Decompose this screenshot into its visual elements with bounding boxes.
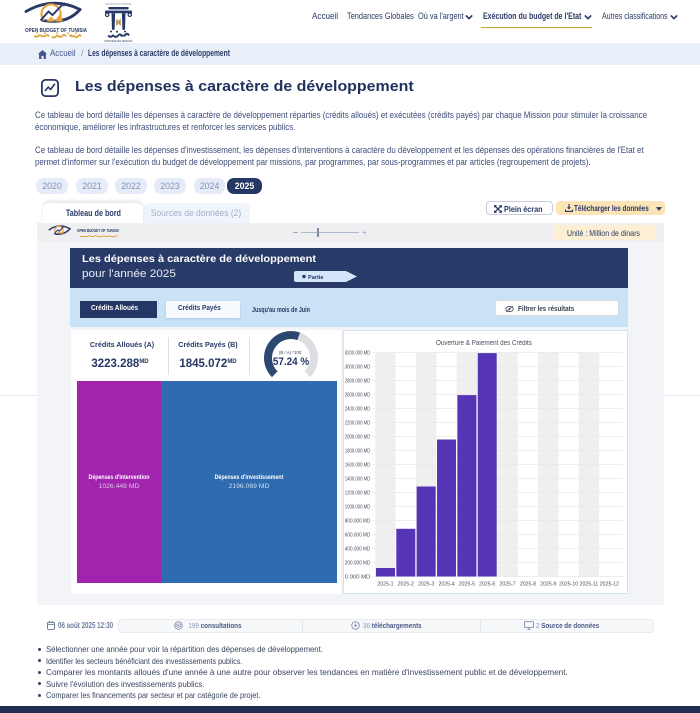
- svg-text:2600.000 MD: 2600.000 MD: [345, 393, 371, 399]
- svg-text:2025-12: 2025-12: [600, 582, 619, 588]
- svg-text:2025-4: 2025-4: [438, 582, 454, 588]
- svg-text:1400.000 MD: 1400.000 MD: [345, 477, 371, 483]
- svg-text:1000.000 MD: 1000.000 MD: [345, 505, 371, 511]
- svg-text:3000.000 MD: 3000.000 MD: [345, 365, 371, 371]
- svg-text:MINISTERE DES FINANCES: MINISTERE DES FINANCES: [105, 40, 133, 43]
- svg-text:200.000 MD: 200.000 MD: [345, 561, 371, 567]
- svg-text:600.000 MD: 600.000 MD: [345, 533, 371, 539]
- svg-text:OPEN BUDGET OF TUNISIA: OPEN BUDGET OF TUNISIA: [77, 227, 119, 233]
- svg-text:3200.000 MD: 3200.000 MD: [345, 351, 371, 357]
- svg-text:2025-2: 2025-2: [398, 582, 414, 588]
- svg-text:2025-5: 2025-5: [459, 582, 475, 588]
- svg-text:1200.000 MD: 1200.000 MD: [345, 491, 371, 497]
- svg-text:2025-6: 2025-6: [479, 582, 495, 588]
- svg-text:1800.000 MD: 1800.000 MD: [345, 449, 371, 455]
- svg-text:2800.000 MD: 2800.000 MD: [345, 379, 371, 385]
- svg-text:2000.000 MD: 2000.000 MD: [345, 435, 371, 441]
- svg-text:Partie: Partie: [308, 275, 324, 281]
- svg-text:OPEN BUDGET OF TUNISIA: OPEN BUDGET OF TUNISIA: [25, 28, 88, 34]
- svg-text:2400.000 MD: 2400.000 MD: [345, 407, 371, 413]
- svg-text:800.000 MD: 800.000 MD: [345, 519, 371, 525]
- svg-text:1600.000 MD: 1600.000 MD: [345, 463, 371, 469]
- svg-text:2025-10: 2025-10: [559, 582, 578, 588]
- svg-text:REPUBLIQUE TUNISIENNE: REPUBLIQUE TUNISIENNE: [106, 3, 132, 6]
- svg-text:2025-9: 2025-9: [540, 582, 556, 588]
- svg-text:2025-11: 2025-11: [580, 582, 599, 588]
- svg-text:2025-8: 2025-8: [520, 582, 536, 588]
- svg-text:2200.000 MD: 2200.000 MD: [345, 421, 371, 427]
- svg-text:2025-7: 2025-7: [500, 582, 516, 588]
- svg-text:2025-3: 2025-3: [418, 582, 434, 588]
- svg-text:0.000 MD: 0.000 MD: [345, 575, 371, 581]
- svg-text:2025-1: 2025-1: [377, 582, 393, 588]
- svg-text:400.000 MD: 400.000 MD: [345, 547, 371, 553]
